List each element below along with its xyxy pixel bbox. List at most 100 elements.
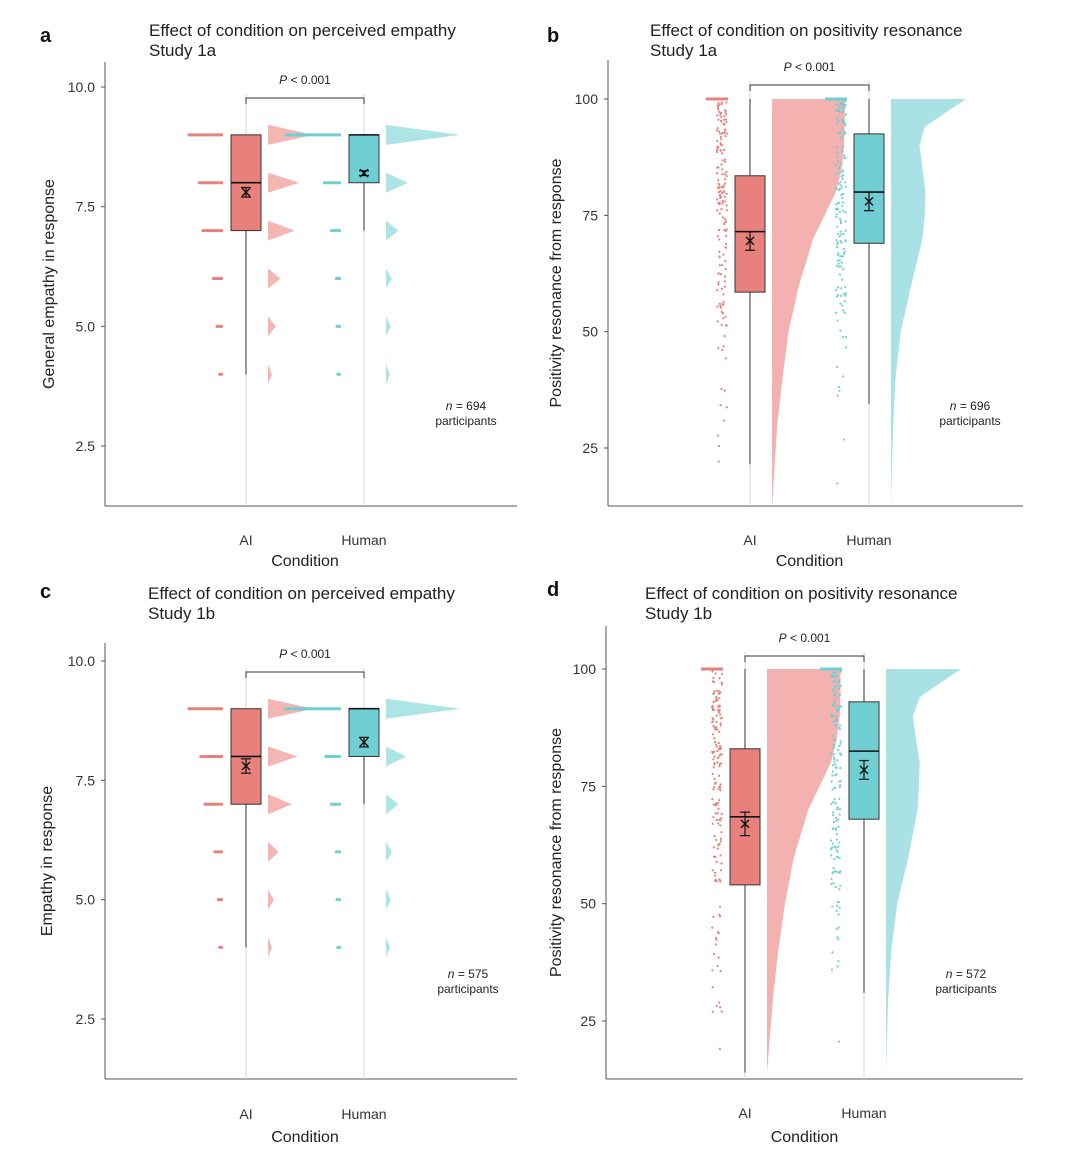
rain-point [714,943,717,946]
rain-point [717,146,720,149]
rain-point [832,756,835,759]
rain-point [835,311,838,314]
chart-title: Effect of condition on positivity resona… [645,584,957,603]
rain-point [718,1001,721,1004]
rain-point [719,120,723,123]
rain-point [716,289,719,292]
rain-point [838,888,841,891]
y-tick-label: 50 [582,324,598,340]
rain-point [836,850,839,854]
rain-point [839,329,842,332]
y-tick-label: 2.5 [76,1011,96,1027]
rain-point [719,189,722,193]
rain-point [831,774,834,777]
rain-point [831,905,834,908]
p-value-label: P < 0.001 [279,647,331,661]
rain-point [835,213,838,216]
rain-point [722,148,726,151]
rain-point [843,154,846,157]
rain-point [720,102,723,105]
rain-point [837,1040,841,1043]
rain-point [835,122,839,125]
rain-point [838,813,841,816]
rain-point [833,702,836,705]
rain-point [723,130,727,133]
panel-a: a Effect of condition on perceived empath… [40,21,517,570]
rain-point [836,160,840,163]
rain-point [840,265,843,268]
rain-point [719,138,723,141]
rain-point [835,708,838,711]
rain-point [721,168,724,171]
rain-point [837,262,840,265]
rain-point [718,256,721,259]
rain-point [834,715,838,718]
significance-bracket [245,97,365,104]
rain-point [840,163,843,166]
rain-point [725,170,728,173]
rain-point [840,193,843,196]
rain-point [714,936,718,939]
rain-point [724,217,727,221]
rain-strip [336,372,341,376]
rain-point [834,816,838,819]
chart-subtitle: Study 1a [650,41,718,60]
rain-point [718,799,721,802]
rain-point [717,118,720,121]
rain-point [836,394,839,397]
rain-point [715,838,718,841]
rain-point [719,840,722,843]
x-tick-label: AI [738,1105,751,1121]
rain-point [717,705,720,709]
rain-point [838,217,841,220]
rain-point [835,704,838,708]
rain-point [839,884,842,887]
rain-point [715,151,719,154]
rain-point [833,858,836,861]
rain-point [838,211,841,214]
rain-point [836,246,839,249]
rain-point [837,960,840,963]
rain-point [725,132,728,135]
y-tick-label: 50 [580,896,596,912]
rain-point [717,741,720,745]
mean-marker [864,196,874,206]
significance-bracket [749,84,870,91]
rain-point [840,186,844,189]
rain-point [716,139,719,143]
rain-point [839,184,842,187]
rain-point [844,156,847,159]
rain-point [717,283,720,286]
rain-point [712,692,715,695]
rain-point [720,287,723,290]
rain-point [719,817,723,820]
rain-point [718,238,721,241]
n-label: n = 572 [946,967,987,981]
y-axis-label: Empathy in response [39,786,56,936]
rain-point [832,671,835,674]
box [348,708,380,757]
rain-point [723,182,727,185]
rain-point [719,786,722,789]
rain-point [829,839,833,842]
rain-point [714,672,717,675]
rain-point [832,801,835,804]
rain-point [721,173,724,176]
rain-point [838,786,842,789]
rain-point [720,862,723,865]
rain-strip [198,181,223,185]
rain-point [837,845,840,848]
rain-strip [323,181,341,185]
rain-strip [212,276,223,280]
rain-point [715,860,718,864]
group-ai [187,124,314,385]
rain-point [716,209,719,212]
rain-point [836,259,839,262]
rain-point [720,831,723,834]
rain-point [844,291,847,295]
x-axis-label: Condition [771,1129,839,1146]
x-tick-label: Human [846,532,891,548]
rain-point [720,812,723,815]
rain-point [836,117,839,120]
rain-strip [334,276,341,280]
